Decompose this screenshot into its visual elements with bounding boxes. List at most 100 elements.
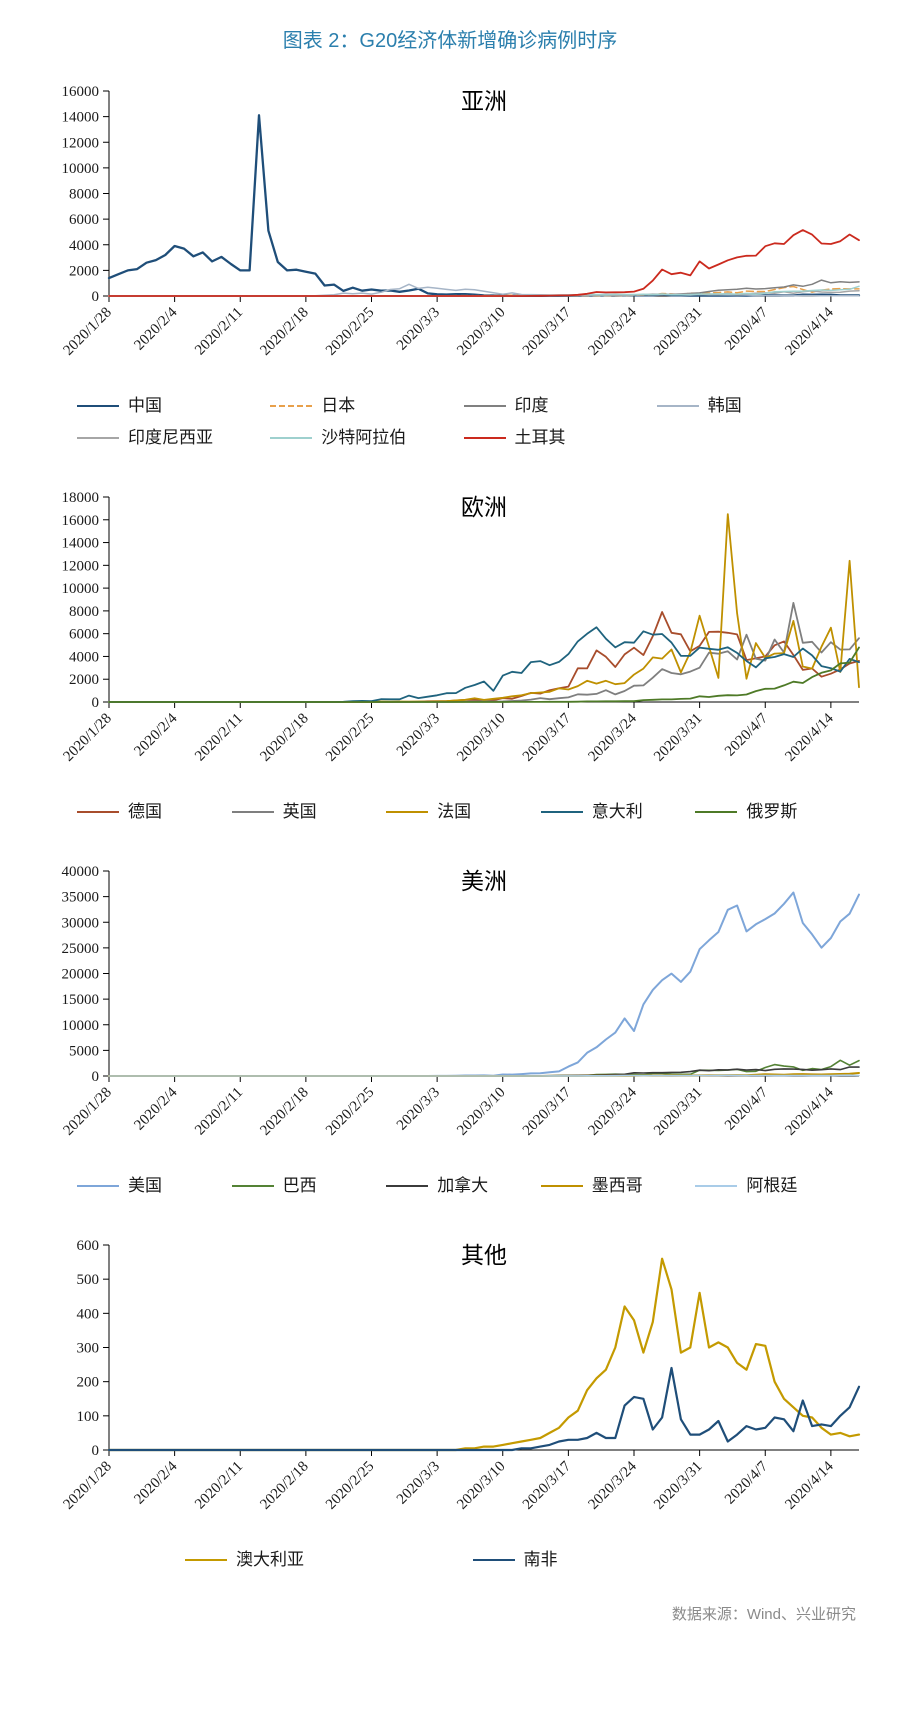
legend-label-uk: 英国 <box>282 802 317 821</box>
x-tick-label: 2020/1/28 <box>60 305 114 359</box>
series-line-russia <box>108 646 860 703</box>
legend-marker-italy <box>540 811 583 813</box>
legend-label-turkey: 土耳其 <box>514 428 566 447</box>
x-tick-label: 2020/3/17 <box>520 304 575 359</box>
x-tick-label: 2020/2/18 <box>257 711 311 765</box>
x-tick-label: 2020/3/31 <box>651 711 705 765</box>
x-tick-label: 2020/3/3 <box>394 305 443 354</box>
legend-label-france: 法国 <box>437 802 472 821</box>
y-tick-label: 12000 <box>62 135 100 151</box>
y-tick-label: 4000 <box>69 649 99 665</box>
y-tick-label: 200 <box>77 1375 100 1391</box>
legend-label-japan: 日本 <box>321 396 356 415</box>
chart-panel-asia: 亚洲 0 2000 4000 6000 8000 10000 12000 14000 16000 2… <box>15 75 900 451</box>
legend-item-france: 法国 <box>386 799 531 825</box>
x-tick-label: 2020/4/14 <box>782 1458 837 1513</box>
legend-label-korea: 韩国 <box>707 396 742 415</box>
y-tick-label: 18000 <box>62 490 100 506</box>
legend-marker-china <box>77 405 119 407</box>
legend-marker-brazil <box>231 1185 274 1187</box>
x-tick-label: 2020/2/25 <box>323 305 377 359</box>
x-tick-label: 2020/3/31 <box>651 1085 705 1139</box>
legend-marker-canada <box>386 1185 429 1187</box>
x-tick-label: 2020/3/10 <box>454 305 508 359</box>
y-tick-label: 300 <box>77 1341 100 1357</box>
legend-label-china: 中国 <box>128 396 162 415</box>
series-line-germany <box>108 611 860 703</box>
y-tick-label: 2000 <box>69 263 99 279</box>
legend-marker-indonesia <box>77 437 119 439</box>
legend-marker-argentina <box>695 1185 738 1187</box>
x-tick-label: 2020/3/17 <box>520 710 575 765</box>
legend-label-indonesia: 印度尼西亚 <box>128 428 213 447</box>
x-tick-label: 2020/3/10 <box>454 1085 508 1139</box>
y-tick-label: 15000 <box>62 992 100 1008</box>
series-line-uk <box>108 602 860 703</box>
x-tick-label: 2020/2/11 <box>192 1459 246 1513</box>
x-tick-label: 2020/4/7 <box>722 710 771 759</box>
series-line-argentina <box>108 1074 860 1077</box>
legend-item-brazil: 巴西 <box>231 1173 377 1199</box>
y-tick-label: 25000 <box>62 941 100 957</box>
y-tick-label: 8000 <box>69 187 99 203</box>
x-tick-label: 2020/4/14 <box>782 1084 837 1139</box>
x-tick-label: 2020/3/24 <box>585 1084 640 1139</box>
x-tick-label: 2020/2/25 <box>323 711 377 765</box>
x-tick-label: 2020/3/17 <box>520 1458 575 1513</box>
series-line-australia <box>107 1257 861 1452</box>
x-tick-label: 2020/2/18 <box>257 1459 311 1513</box>
y-tick-label: 600 <box>77 1238 100 1254</box>
y-tick-label: 10000 <box>62 1018 100 1034</box>
legend-marker-russia <box>695 811 738 813</box>
legend-item-korea: 韩国 <box>656 393 840 419</box>
y-tick-label: 30000 <box>62 915 100 931</box>
y-tick-label: 0 <box>92 695 100 711</box>
legend-item-indonesia: 印度尼西亚 <box>77 425 260 451</box>
legend-item-china: 中国 <box>77 393 260 419</box>
americas-legend: 美国 巴西 加拿大 墨西哥 阿根廷 <box>77 1173 840 1199</box>
x-tick-label: 2020/4/7 <box>722 1084 771 1133</box>
y-tick-label: 10000 <box>62 581 100 597</box>
chart-title: 其他 <box>461 1243 507 1268</box>
x-tick-label: 2020/2/4 <box>131 710 180 759</box>
legend-label-germany: 德国 <box>128 802 162 821</box>
legend-label-australia: 澳大利亚 <box>236 1550 304 1569</box>
legend-label-canada: 加拿大 <box>437 1176 489 1195</box>
legend-item-mexico: 墨西哥 <box>540 1173 686 1199</box>
legend-item-argentina: 阿根廷 <box>695 1173 840 1199</box>
x-tick-label: 2020/3/3 <box>394 711 443 760</box>
chart-panel-europe: 欧洲 0 2000 4000 6000 8000 10000 12000 14000 16000 1… <box>15 481 900 825</box>
legend-marker-japan <box>270 405 313 407</box>
chart-panel-others: 其他 0 100 200 300 400 500 600 2020/1/28 2020/2/4 20… <box>15 1229 900 1573</box>
x-tick-label: 2020/2/4 <box>131 304 180 353</box>
y-tick-label: 2000 <box>69 672 99 688</box>
x-tick-label: 2020/3/10 <box>454 1459 508 1513</box>
x-tick-label: 2020/3/3 <box>394 1459 443 1508</box>
y-tick-label: 100 <box>77 1409 100 1425</box>
legend-label-russia: 俄罗斯 <box>746 802 798 821</box>
asia-line-chart: 亚洲 0 2000 4000 6000 8000 10000 12000 14000 16000 2… <box>60 84 861 359</box>
series-line-brazil <box>108 1059 860 1077</box>
legend-marker-australia <box>185 1559 227 1561</box>
legend-label-mexico: 墨西哥 <box>591 1176 643 1195</box>
legend-item-saudi-arabia: 沙特阿拉伯 <box>270 425 453 451</box>
legend-marker-korea <box>656 405 699 407</box>
x-tick-label: 2020/3/17 <box>520 1084 575 1139</box>
x-tick-label: 2020/2/11 <box>192 1085 246 1139</box>
legend-marker-saudi-arabia <box>270 437 313 439</box>
chart-title: 亚洲 <box>461 89 507 114</box>
series-line-italy <box>108 626 860 703</box>
legend-item-australia: 澳大利亚 <box>185 1547 463 1573</box>
legend-marker-uk <box>231 811 274 813</box>
chart-title: 美洲 <box>461 869 507 894</box>
x-tick-label: 2020/3/24 <box>585 304 640 359</box>
y-tick-label: 10000 <box>62 161 100 177</box>
x-tick-label: 2020/2/11 <box>192 305 246 359</box>
legend-marker-france <box>386 811 429 813</box>
americas-line-chart: 美洲 0 5000 10000 15000 20000 25000 30000 35000 400… <box>60 864 860 1139</box>
x-tick-label: 2020/2/4 <box>131 1458 180 1507</box>
legend-label-brazil: 巴西 <box>282 1176 317 1195</box>
legend-item-turkey: 土耳其 <box>463 425 647 451</box>
